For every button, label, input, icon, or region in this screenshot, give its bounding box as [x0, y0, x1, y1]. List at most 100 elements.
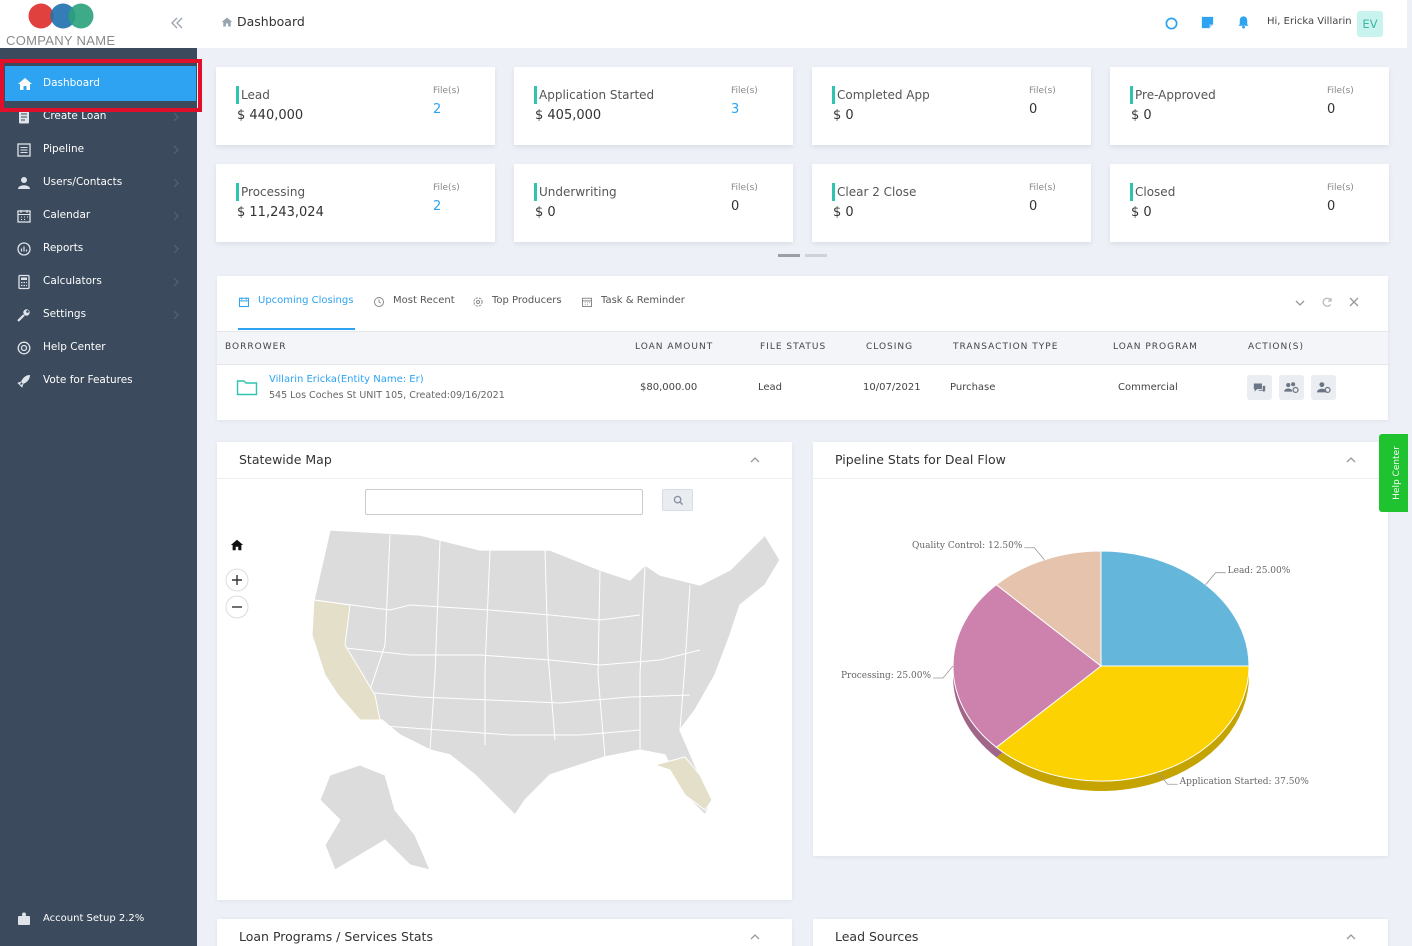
bell-icon[interactable] — [1236, 14, 1251, 29]
stat-card-closed[interactable]: Closed $ 0 File(s) 0 — [1110, 164, 1389, 242]
pie-label-1: Application Started: 37.50% — [1179, 777, 1309, 788]
sidebar-item-label: Reports — [43, 242, 84, 254]
sidebar-item-label: Dashboard — [43, 77, 100, 89]
wrench-icon — [17, 309, 30, 322]
stat-name: Underwriting — [539, 185, 617, 199]
stat-name: Application Started — [539, 88, 655, 102]
stat-card-processing[interactable]: Processing $ 11,243,024 File(s) 2 — [216, 164, 495, 242]
files-label: File(s) — [433, 86, 460, 96]
rocket-icon — [17, 375, 30, 388]
notes-icon[interactable] — [1200, 15, 1215, 30]
account-setup-status[interactable]: Account Setup 2.2% — [0, 905, 197, 933]
sidebar-item-settings[interactable]: Settings — [0, 299, 197, 332]
chevron-up-icon[interactable] — [1345, 454, 1357, 466]
avatar[interactable]: EV — [1357, 11, 1383, 37]
zoom-out-icon[interactable] — [225, 595, 249, 619]
chevron-right-icon — [173, 277, 179, 287]
user-greeting[interactable]: Hi, Ericka Villarin — [1267, 16, 1352, 27]
stat-card-underwriting[interactable]: Underwriting $ 0 File(s) 0 — [514, 164, 793, 242]
files-count[interactable]: 2 — [433, 102, 442, 117]
close-icon[interactable] — [1348, 296, 1360, 308]
sidebar-item-calculators[interactable]: Calculators — [0, 266, 197, 299]
chevron-right-icon — [173, 211, 179, 221]
carousel-dot[interactable] — [805, 254, 827, 257]
tab-task-reminder[interactable]: Task & Reminder — [601, 295, 685, 306]
stat-name: Closed — [1135, 185, 1176, 199]
pie-slice-0[interactable] — [1100, 550, 1250, 667]
message-button[interactable] — [1247, 375, 1272, 400]
tab-top-producers[interactable]: Top Producers — [492, 295, 562, 306]
calendar-icon — [582, 297, 592, 307]
pie-label-2: Processing: 25.00% — [840, 671, 931, 681]
tab-upcoming-closings[interactable]: Upcoming Closings — [258, 295, 354, 306]
chevron-down-icon[interactable] — [1294, 297, 1306, 309]
pie-slice-1[interactable] — [995, 665, 1250, 782]
folder-icon[interactable] — [236, 378, 258, 396]
sidebar-item-create-loan[interactable]: Create Loan — [0, 101, 197, 134]
company-name: COMPANY NAME — [6, 33, 116, 48]
chevron-up-icon[interactable] — [749, 931, 761, 943]
sidebar-item-pipeline[interactable]: Pipeline — [0, 134, 197, 167]
accent-bar — [1130, 183, 1133, 201]
sidebar-item-label: Calendar — [43, 209, 91, 221]
column-header-closing: CLOSING — [866, 342, 914, 352]
sidebar-item-vote-for-features[interactable]: Vote for Features — [0, 365, 197, 398]
sidebar-item-label: Settings — [43, 308, 87, 320]
stat-card-pre-approved[interactable]: Pre-Approved $ 0 File(s) 0 — [1110, 67, 1389, 145]
lead-sources-panel — [813, 919, 1388, 946]
chart-icon — [17, 242, 31, 256]
borrower-link[interactable]: Villarin Ericka(Entity Name: Er) — [269, 374, 424, 385]
map-search-button[interactable] — [662, 489, 693, 511]
files-count: 0 — [1029, 102, 1038, 117]
chevron-up-icon[interactable] — [1345, 931, 1357, 943]
stat-card-lead[interactable]: Lead $ 440,000 File(s) 2 — [216, 67, 495, 145]
files-label: File(s) — [1327, 183, 1354, 193]
sidebar-item-reports[interactable]: Reports — [0, 233, 197, 266]
help-center-tab[interactable]: Help Center — [1379, 434, 1408, 512]
us-map[interactable] — [300, 525, 782, 900]
collapse-sidebar-icon[interactable] — [170, 14, 184, 32]
stat-name: Clear 2 Close — [837, 185, 917, 199]
sidebar-item-users-contacts[interactable]: Users/Contacts — [0, 167, 197, 200]
panel-title: Loan Programs / Services Stats — [239, 929, 433, 944]
chevron-up-icon[interactable] — [749, 454, 761, 466]
logo[interactable]: COMPANY NAME — [0, 0, 197, 48]
document-icon — [19, 110, 29, 124]
divider — [813, 478, 1388, 479]
list-icon — [17, 143, 31, 157]
stat-card-completed-app[interactable]: Completed App $ 0 File(s) 0 — [812, 67, 1091, 145]
file-status: Lead — [758, 382, 783, 393]
accent-bar — [236, 86, 239, 104]
stat-amount: $ 405,000 — [535, 108, 602, 123]
stat-card-clear-2-close[interactable]: Clear 2 Close $ 0 File(s) 0 — [812, 164, 1091, 242]
sidebar-item-help-center[interactable]: Help Center — [0, 332, 197, 365]
stat-card-application-started[interactable]: Application Started $ 405,000 File(s) 3 — [514, 67, 793, 145]
map-search-input[interactable] — [365, 489, 643, 515]
files-count: 0 — [1327, 102, 1336, 117]
pie-slice-2[interactable] — [952, 584, 1102, 748]
zoom-in-icon[interactable] — [225, 568, 249, 592]
user-settings-button[interactable] — [1311, 375, 1336, 400]
sidebar-item-label: Vote for Features — [43, 374, 133, 386]
files-count[interactable]: 2 — [433, 199, 442, 214]
column-header-loan-program: LOAN PROGRAM — [1113, 342, 1198, 352]
sidebar-item-calendar[interactable]: Calendar — [0, 200, 197, 233]
map-home-icon[interactable] — [230, 538, 244, 552]
refresh-icon[interactable] — [1321, 296, 1333, 308]
carousel-dot-active[interactable] — [778, 254, 800, 257]
panel-title: Statewide Map — [239, 452, 332, 467]
sidebar-item-label: Pipeline — [43, 143, 85, 155]
sidebar-item-label: Help Center — [43, 341, 106, 353]
pipeline-pie-chart[interactable] — [813, 479, 1388, 856]
sidebar-item-dashboard[interactable]: Dashboard — [5, 66, 196, 101]
stat-amount: $ 0 — [833, 108, 854, 123]
pie-leader-line-0 — [1205, 572, 1226, 585]
table-header — [217, 331, 1388, 365]
sidebar-item-label: Calculators — [43, 275, 102, 287]
tab-most-recent[interactable]: Most Recent — [393, 295, 455, 306]
search-icon[interactable] — [1164, 16, 1179, 31]
files-count[interactable]: 3 — [731, 102, 740, 117]
pie-label-3: Quality Control: 12.50% — [911, 540, 1023, 551]
chat-icon — [1253, 383, 1266, 393]
team-button[interactable] — [1279, 375, 1304, 400]
